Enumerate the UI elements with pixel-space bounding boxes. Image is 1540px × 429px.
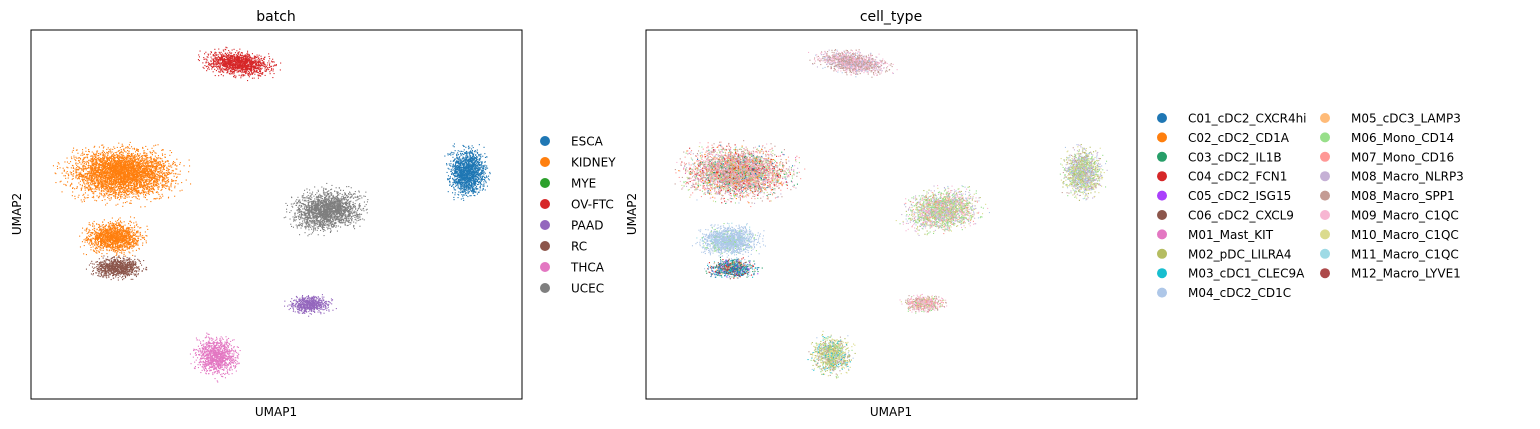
cell-type-legend-marker [1320, 152, 1330, 162]
cell-type-legend-marker [1157, 113, 1167, 123]
batch-legend-marker [540, 283, 550, 293]
cell-type-plot-frame [646, 30, 1137, 399]
cell-type-legend-item: C04_cDC2_FCN1 [1157, 170, 1287, 184]
cell-type-legend-marker [1320, 171, 1330, 181]
batch-legend-marker [540, 241, 550, 251]
batch-legend-marker [540, 157, 550, 167]
cell-type-legend-item: C02_cDC2_CD1A [1157, 131, 1290, 145]
batch-legend: ESCA KIDNEY MYE OV-FTC PAAD RC THCA UCEC [540, 135, 616, 296]
cell-type-legend-label: M11_Macro_C1QC [1351, 247, 1459, 261]
cell-type-legend-label: M01_Mast_KIT [1188, 228, 1274, 242]
cell-type-legend-item: M05_cDC3_LAMP3 [1320, 112, 1461, 126]
cell-type-title: cell_type [860, 9, 922, 25]
cell-type-ylabel: UMAP2 [625, 193, 639, 235]
batch-legend-label: OV-FTC [571, 198, 614, 212]
batch-plot-frame [31, 30, 522, 399]
cell-type-legend-label: C01_cDC2_CXCR4hi [1188, 112, 1307, 126]
cell-type-legend-item: M10_Macro_C1QC [1320, 228, 1459, 242]
cell-type-legend-marker [1157, 210, 1167, 220]
batch-points [53, 47, 491, 383]
cell-type-legend-item: C03_cDC2_IL1B [1157, 150, 1282, 164]
cell-type-legend-marker [1157, 171, 1167, 181]
cell-type-legend-label: M08_Macro_NLRP3 [1351, 170, 1464, 184]
batch-legend-item: RC [540, 240, 587, 254]
cell-type-legend-marker [1320, 210, 1330, 220]
cell-type-legend-label: C05_cDC2_ISG15 [1188, 189, 1291, 203]
cell-type-xlabel: UMAP1 [870, 405, 912, 419]
cell-type-legend-item: M04_cDC2_CD1C [1157, 286, 1291, 300]
cell-type-legend-item: M03_cDC1_CLEC9A [1157, 267, 1305, 281]
cell-type-legend-marker [1157, 152, 1167, 162]
batch-legend-label: RC [571, 240, 587, 254]
cell-type-legend-item: M06_Mono_CD14 [1320, 131, 1454, 145]
batch-legend-item: PAAD [540, 219, 603, 233]
batch-legend-label: ESCA [571, 135, 604, 149]
cell-type-legend-marker [1320, 191, 1330, 201]
batch-legend-item: THCA [540, 261, 605, 275]
cell-type-legend-label: M05_cDC3_LAMP3 [1351, 112, 1461, 126]
cell-type-legend-item: C01_cDC2_CXCR4hi [1157, 112, 1307, 126]
cell-type-legend-label: M03_cDC1_CLEC9A [1188, 267, 1305, 281]
batch-legend-label: MYE [571, 177, 596, 191]
cell-type-legend-label: C06_cDC2_CXCL9 [1188, 209, 1294, 223]
cell-type-legend-marker [1320, 113, 1330, 123]
cell-type-legend-label: M06_Mono_CD14 [1351, 131, 1454, 145]
batch-legend-label: UCEC [571, 282, 604, 296]
cell-type-legend-item: M09_Macro_C1QC [1320, 209, 1459, 223]
cell-type-legend-marker [1157, 191, 1167, 201]
batch-legend-label: PAAD [571, 219, 603, 233]
cell-type-legend-label: M12_Macro_LYVE1 [1351, 267, 1461, 281]
cell-type-legend-marker [1157, 288, 1167, 298]
cell-type-legend-item: M11_Macro_C1QC [1320, 247, 1459, 261]
cell-type-legend-item: C05_cDC2_ISG15 [1157, 189, 1291, 203]
cell-type-legend-marker [1320, 249, 1330, 259]
cell-type-legend-label: M08_Macro_SPP1 [1351, 189, 1455, 203]
cell-type-legend-item: M07_Mono_CD16 [1320, 150, 1454, 164]
cell-type-legend-label: M07_Mono_CD16 [1351, 150, 1454, 164]
batch-panel: batch UMAP1 UMAP2 ESCA KIDNEY MYE OV-FTC PAA… [10, 9, 616, 419]
cell-type-legend-marker [1320, 132, 1330, 142]
cell-type-legend-item: M08_Macro_SPP1 [1320, 189, 1455, 203]
cell-type-legend-label: M10_Macro_C1QC [1351, 228, 1459, 242]
batch-legend-item: MYE [540, 177, 596, 191]
cell-type-legend-item: M12_Macro_LYVE1 [1320, 267, 1461, 281]
cell-type-legend-marker [1157, 268, 1167, 278]
batch-legend-item: ESCA [540, 135, 604, 149]
cell-type-legend-item: M02_pDC_LILRA4 [1157, 247, 1291, 261]
cell-type-legend-label: C03_cDC2_IL1B [1188, 150, 1282, 164]
batch-legend-marker [540, 178, 550, 188]
cell-type-legend-label: M09_Macro_C1QC [1351, 209, 1459, 223]
cell-type-legend-marker [1157, 249, 1167, 259]
cell-type-legend-marker [1157, 229, 1167, 239]
cell-type-legend-item: M01_Mast_KIT [1157, 228, 1274, 242]
batch-legend-marker [540, 136, 550, 146]
batch-ylabel: UMAP2 [10, 193, 24, 235]
cell-type-legend: C01_cDC2_CXCR4hi C02_cDC2_CD1A C03_cDC2_IL… [1157, 112, 1464, 301]
cell-type-legend-marker [1320, 268, 1330, 278]
batch-title: batch [256, 9, 296, 25]
batch-legend-label: KIDNEY [571, 156, 616, 170]
batch-legend-label: THCA [570, 261, 605, 275]
cell-type-points [675, 49, 1108, 378]
batch-legend-item: UCEC [540, 282, 604, 296]
cell-type-panel: cell_type UMAP1 UMAP2 C01_cDC2_CXCR4hiC0… [625, 9, 1464, 419]
cell-type-legend-label: C04_cDC2_FCN1 [1188, 170, 1287, 184]
batch-legend-item: OV-FTC [540, 198, 614, 212]
batch-legend-marker [540, 262, 550, 272]
batch-legend-marker [540, 199, 550, 209]
cell-type-legend-marker [1320, 229, 1330, 239]
cell-type-legend-label: M02_pDC_LILRA4 [1188, 247, 1291, 261]
cell-type-legend-item: C06_cDC2_CXCL9 [1157, 209, 1294, 223]
cell-type-legend-marker [1157, 132, 1167, 142]
batch-legend-marker [540, 220, 550, 230]
batch-legend-item: KIDNEY [540, 156, 616, 170]
cell-type-legend-label: M04_cDC2_CD1C [1188, 286, 1291, 300]
batch-xlabel: UMAP1 [255, 405, 297, 419]
cell-type-legend-label: C02_cDC2_CD1A [1188, 131, 1290, 145]
cell-type-legend-item: M08_Macro_NLRP3 [1320, 170, 1464, 184]
